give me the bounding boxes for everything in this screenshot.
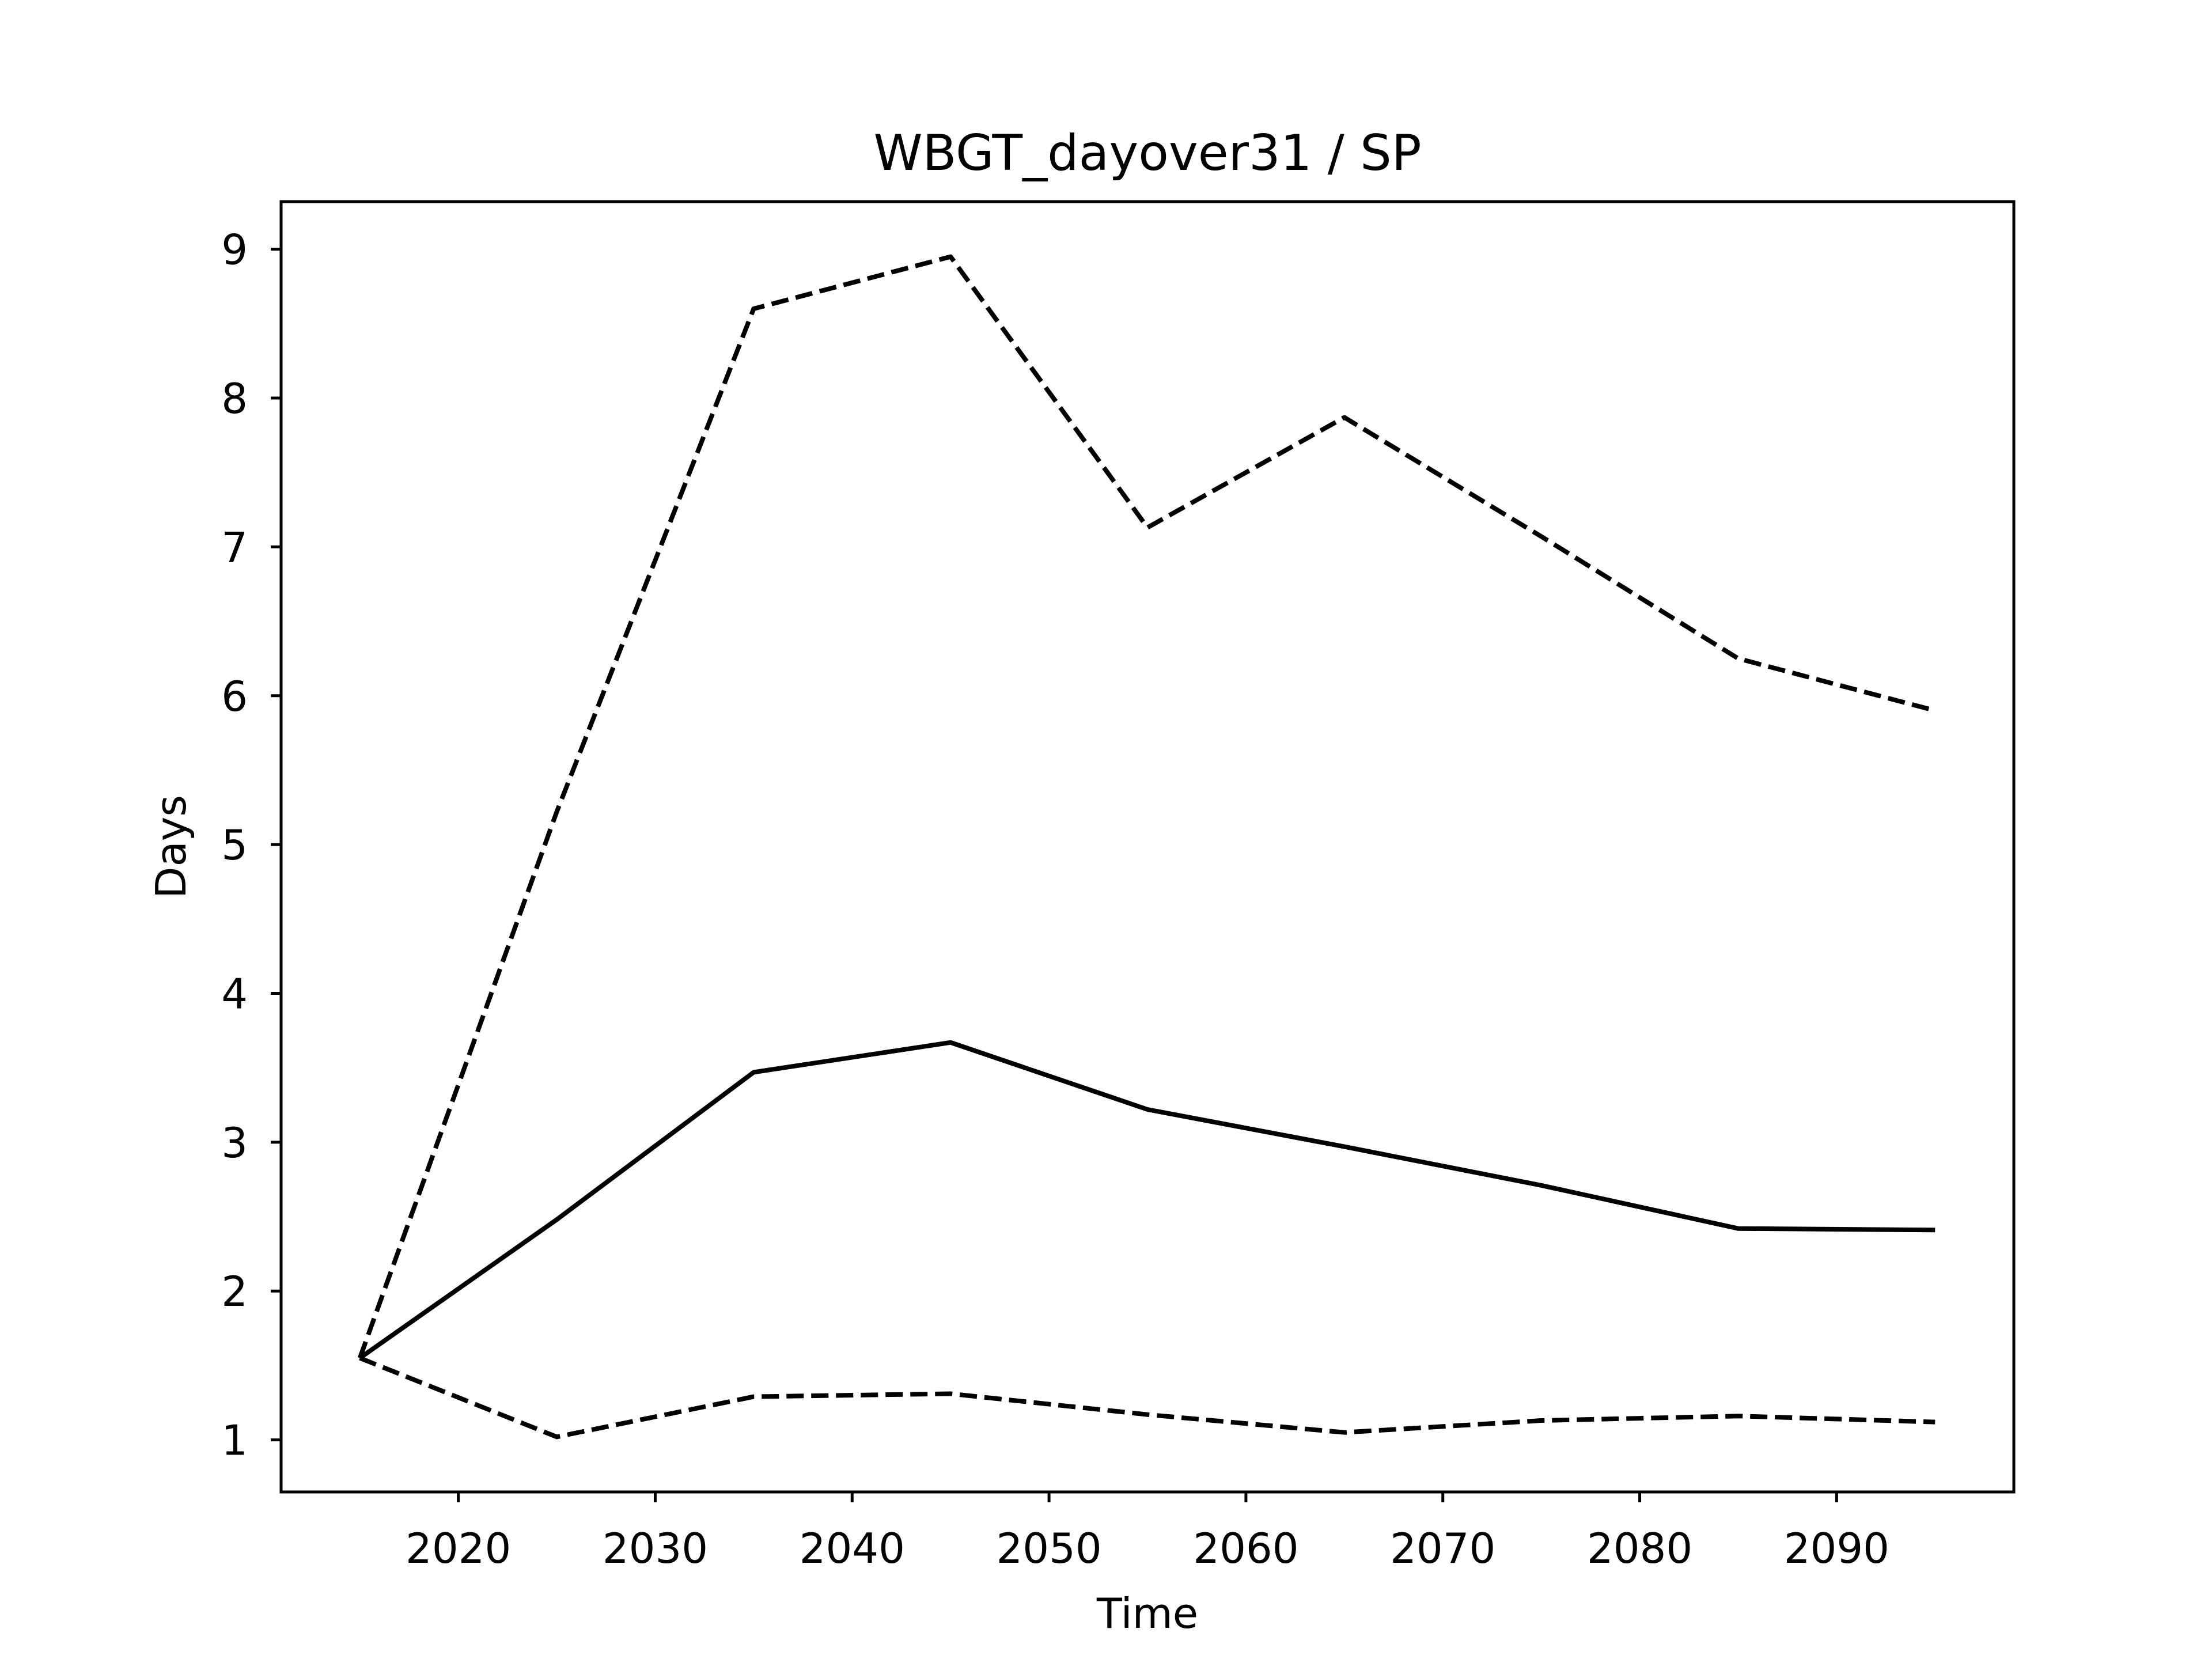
series-line-1 bbox=[358, 1040, 1936, 1360]
x-tick-label: 2080 bbox=[1587, 1524, 1692, 1573]
series-line-3 bbox=[359, 1355, 1936, 1440]
x-axis-ticks: 2020 2030 2040 2050 2060 2070 2080 2090 bbox=[406, 1492, 1889, 1573]
plot-area-frame bbox=[279, 200, 2016, 1494]
y-tick-label: 6 bbox=[221, 672, 248, 721]
y-tick-label: 3 bbox=[221, 1119, 248, 1167]
y-tick-label: 4 bbox=[221, 969, 248, 1018]
x-tick-label: 2020 bbox=[406, 1524, 511, 1573]
y-tick-label: 1 bbox=[221, 1416, 248, 1465]
y-axis-label: Days bbox=[147, 795, 195, 899]
x-tick-label: 2030 bbox=[603, 1524, 708, 1573]
chart-title: WBGT_dayover31 / SP bbox=[873, 124, 1421, 182]
x-tick-label: 2070 bbox=[1390, 1524, 1495, 1573]
series-layer bbox=[357, 254, 1936, 1440]
y-tick-label: 7 bbox=[221, 523, 248, 571]
y-axis-ticks: 1 2 3 4 5 6 7 8 9 bbox=[221, 226, 281, 1465]
x-tick-label: 2060 bbox=[1193, 1524, 1298, 1573]
x-tick-label: 2040 bbox=[800, 1524, 905, 1573]
x-tick-label: 2050 bbox=[996, 1524, 1101, 1573]
x-axis-label: Time bbox=[1096, 1589, 1198, 1638]
y-tick-label: 8 bbox=[221, 374, 248, 423]
y-tick-label: 9 bbox=[221, 226, 248, 274]
series-line-2 bbox=[357, 254, 1936, 1359]
y-tick-label: 5 bbox=[221, 821, 248, 869]
x-tick-label: 2090 bbox=[1784, 1524, 1889, 1573]
y-tick-label: 2 bbox=[221, 1267, 248, 1316]
